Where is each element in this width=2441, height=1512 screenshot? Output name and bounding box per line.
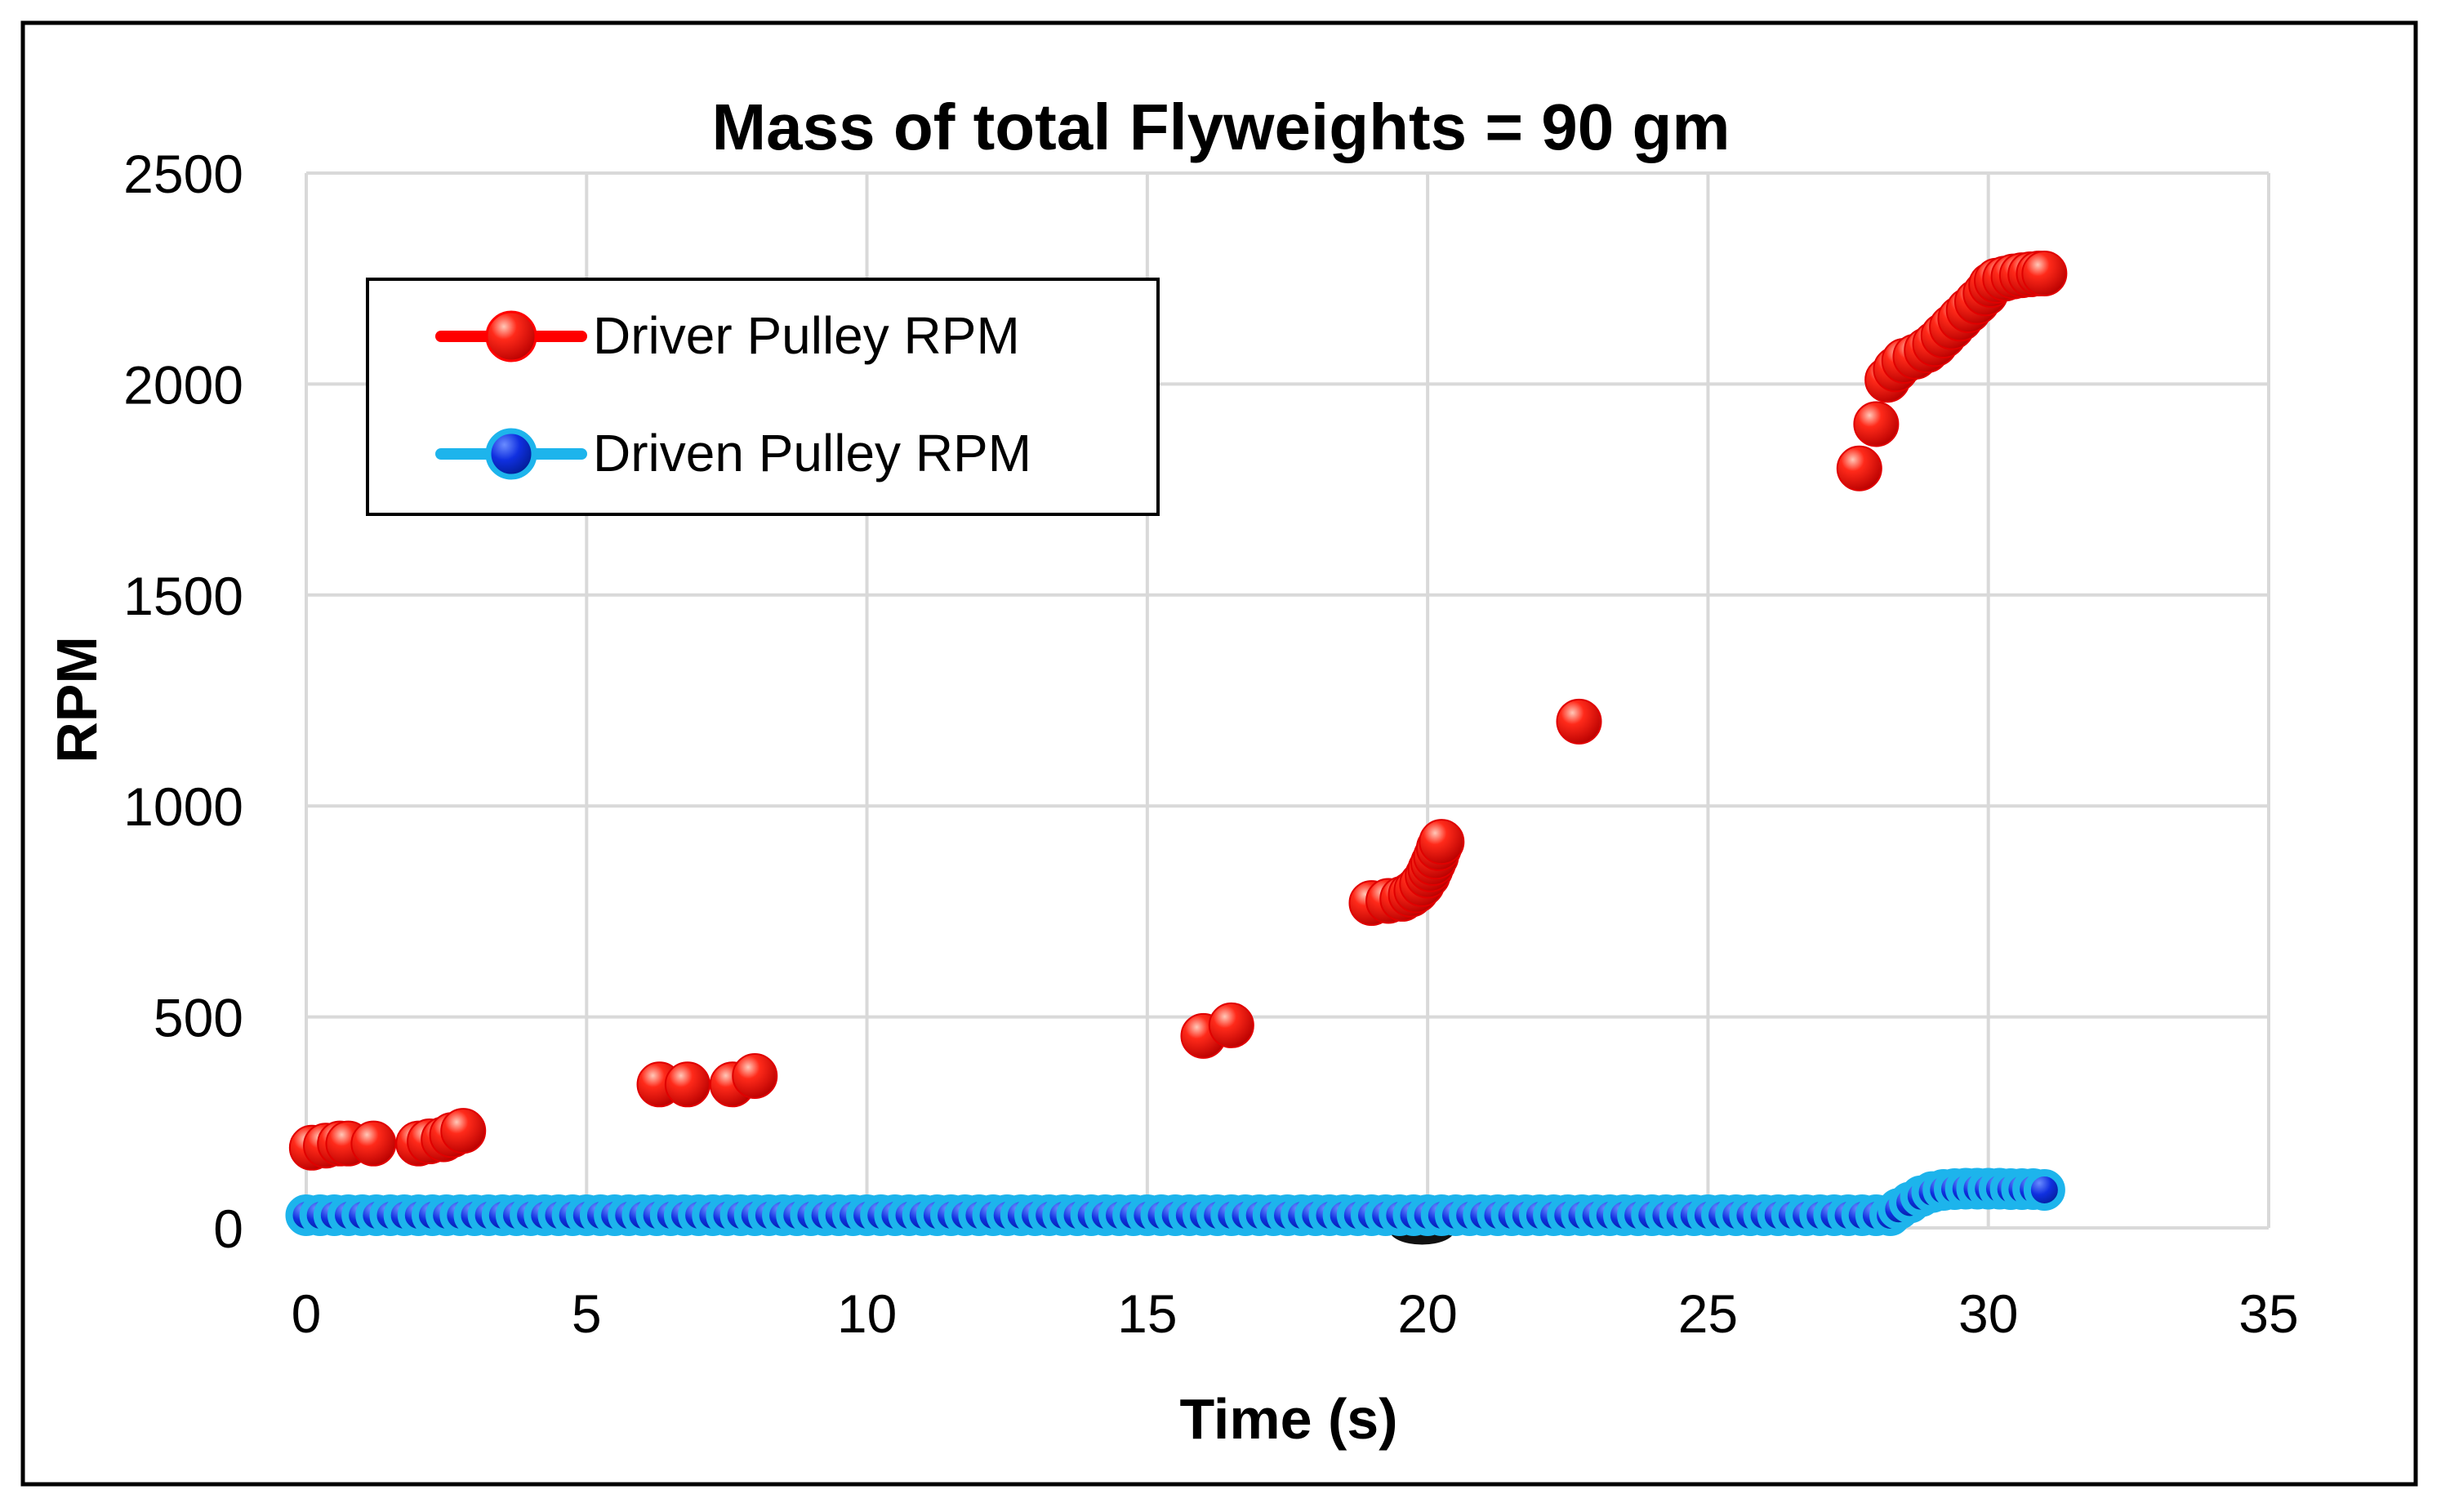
driver-point — [1836, 445, 1882, 491]
series-driven-pulley — [285, 1167, 2065, 1245]
x-tick-label: 15 — [1117, 1283, 1177, 1344]
x-tick-label: 25 — [1678, 1283, 1738, 1344]
chart-title: Mass of total Flyweights = 90 gm — [712, 91, 1731, 163]
driver-point — [440, 1108, 487, 1154]
legend-entry-driven: Driven Pulley RPM — [435, 424, 1031, 483]
y-tick-label: 1500 — [123, 566, 243, 626]
driver-point — [1419, 819, 1465, 865]
x-tick-label: 5 — [572, 1283, 602, 1344]
driver-point — [350, 1120, 397, 1167]
driver-point — [1556, 698, 1602, 745]
legend-driven-marker-icon — [485, 428, 537, 480]
outer-frame — [20, 20, 2418, 1487]
series-driver-pulley — [288, 250, 2068, 1171]
x-axis-label: Time (s) — [1179, 1387, 1397, 1451]
legend-driver-marker-icon — [485, 310, 537, 362]
driven-point — [2023, 1168, 2065, 1211]
legend-driver-label: Driver Pulley RPM — [593, 306, 1020, 365]
legend: Driver Pulley RPM Driven Pulley RPM — [366, 278, 1160, 516]
legend-entry-driver: Driver Pulley RPM — [435, 306, 1020, 365]
tick-labels: 0 500 1000 1500 2000 2500 0 5 10 15 20 25 30 35 — [123, 144, 2299, 1344]
driver-point — [732, 1052, 778, 1099]
driver-point — [2021, 250, 2068, 296]
driver-point — [664, 1061, 710, 1108]
x-tick-label: 35 — [2238, 1283, 2298, 1344]
x-tick-label: 20 — [1397, 1283, 1457, 1344]
x-tick-label: 10 — [837, 1283, 897, 1344]
y-tick-label: 0 — [213, 1198, 243, 1259]
driver-point — [1853, 401, 1900, 447]
y-tick-label: 2000 — [123, 354, 243, 415]
legend-driven-label: Driven Pulley RPM — [593, 424, 1031, 483]
grid-layer — [305, 171, 2270, 1230]
y-tick-label: 1000 — [123, 776, 243, 837]
y-tick-label: 2500 — [123, 144, 243, 204]
driver-point — [1208, 1002, 1254, 1048]
y-tick-label: 500 — [154, 988, 243, 1048]
x-tick-label: 0 — [292, 1283, 322, 1344]
y-axis-label: RPM — [45, 636, 109, 763]
x-tick-label: 30 — [1958, 1283, 2018, 1344]
